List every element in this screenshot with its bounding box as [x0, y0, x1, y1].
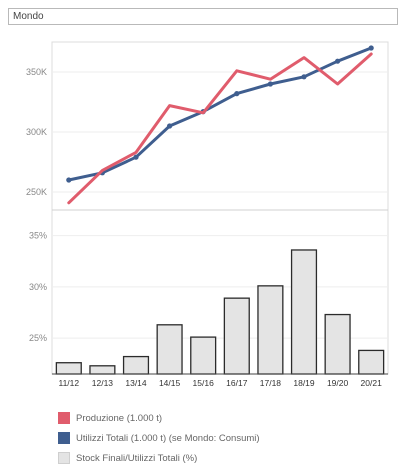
stock-bar: [290, 249, 318, 375]
stock-bar: [223, 297, 250, 375]
line-y-tick-label: 350K: [26, 67, 47, 77]
legend-item-utilizzi[interactable]: Utilizzi Totali (1.000 t) (se Mondo: Con…: [58, 428, 260, 448]
stock-bar: [156, 324, 183, 375]
bar-y-tick-label: 35%: [29, 231, 47, 241]
stock-bar: [89, 365, 116, 375]
series-point-utilizzi: [133, 154, 139, 160]
region-filter-select[interactable]: Mondo: [8, 8, 398, 25]
legend-label-utilizzi: Utilizzi Totali (1.000 t) (se Mondo: Con…: [76, 432, 260, 444]
x-tick-label: 18/19: [293, 378, 315, 388]
bar-y-tick-label: 25%: [29, 333, 47, 343]
series-point-utilizzi: [335, 58, 341, 64]
chart-legend: Produzione (1.000 t) Utilizzi Totali (1.…: [58, 408, 260, 468]
x-tick-label: 15/16: [193, 378, 215, 388]
legend-label-stock: Stock Finali/Utilizzi Totali (%): [76, 452, 198, 464]
series-point-utilizzi: [66, 177, 72, 183]
stock-bar: [122, 355, 150, 375]
series-point-utilizzi: [368, 45, 374, 51]
x-tick-label: 14/15: [159, 378, 181, 388]
x-tick-label: 12/13: [92, 378, 114, 388]
combined-chart: 250K 300K 350K 25% 30% 35% 11/12 12/13 13/14 14/1…: [26, 41, 389, 388]
x-tick-label: 11/12: [58, 378, 79, 388]
series-point-utilizzi: [301, 74, 307, 80]
stock-bar: [190, 336, 217, 375]
series-line-produzione: [67, 52, 373, 205]
stock-bar: [358, 349, 385, 375]
x-tick-label: 17/18: [260, 378, 282, 388]
line-y-tick-label: 250K: [26, 187, 47, 197]
stock-bar: [324, 313, 351, 375]
legend-item-produzione[interactable]: Produzione (1.000 t): [58, 408, 260, 428]
legend-label-produzione: Produzione (1.000 t): [76, 412, 163, 424]
bar-y-tick-label: 30%: [29, 282, 47, 292]
x-tick-label: 13/14: [125, 378, 147, 388]
series-line-utilizzi: [67, 46, 373, 182]
legend-swatch-stock: [58, 452, 70, 464]
x-tick-label: 20/21: [361, 378, 383, 388]
line-y-tick-label: 300K: [26, 127, 47, 137]
legend-swatch-utilizzi: [58, 432, 70, 444]
x-tick-label: 16/17: [226, 378, 248, 388]
region-filter-value: Mondo: [13, 11, 44, 22]
stock-bar: [257, 285, 284, 375]
legend-item-stock[interactable]: Stock Finali/Utilizzi Totali (%): [58, 448, 260, 468]
series-point-utilizzi: [267, 81, 273, 87]
stock-bar: [55, 362, 82, 375]
series-point-utilizzi: [167, 123, 173, 129]
x-tick-label: 19/20: [327, 378, 349, 388]
legend-swatch-produzione: [58, 412, 70, 424]
series-point-utilizzi: [234, 91, 240, 97]
